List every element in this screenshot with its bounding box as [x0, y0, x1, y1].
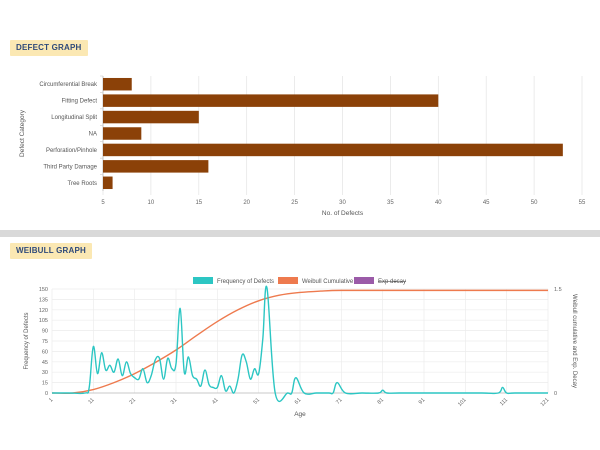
legend-item[interactable]: Exp decay [354, 277, 406, 285]
weibull-graph-title: WEIBULL GRAPH [10, 243, 93, 259]
x-tick-label: 11 [87, 397, 95, 405]
x-tick-label: 25 [291, 200, 298, 206]
x-tick-label: 101 [457, 397, 468, 408]
y-tick-label: 105 [39, 318, 48, 324]
category-label: Longitudinal Split [51, 115, 97, 121]
y-axis-title: Defect Category [19, 109, 26, 157]
chart-legend: Frequency of Defects Weibull Cumulative Ex… [193, 277, 406, 285]
bar [103, 176, 113, 190]
legend-label: Exp decay [378, 279, 406, 285]
defect-graph-title: DEFECT GRAPH [10, 40, 88, 56]
category-label: Fitting Defect [62, 99, 98, 105]
x-tick-label: 51 [253, 397, 262, 406]
legend-swatch [354, 277, 374, 284]
x-tick-label: 15 [195, 200, 202, 206]
category-label: Circumferential Break [39, 82, 98, 88]
x-tick-label: 35 [387, 200, 394, 206]
x-tick-label: 111 [499, 397, 509, 407]
x-tick-label: 121 [540, 397, 551, 408]
defect-bar-chart: 5 10 15 20 25 30 35 40 45 50 55 Circumferential Bre… [19, 75, 586, 217]
legend-item[interactable]: Weibull Cumulative [278, 277, 354, 285]
legend-item[interactable]: Frequency of Defects [193, 277, 274, 285]
y-tick-label: 15 [42, 381, 48, 387]
x-tick-label: 45 [483, 200, 490, 206]
x-tick-label: 30 [339, 200, 346, 206]
x-tick-label: 55 [579, 200, 586, 206]
category-label: NA [89, 132, 97, 138]
y-tick-label: 60 [42, 349, 48, 355]
x-tick-label: 5 [101, 200, 105, 206]
legend-label: Weibull Cumulative [302, 279, 354, 285]
x-tick-label: 31 [170, 397, 179, 406]
y-tick-label: 150 [39, 287, 48, 293]
y-tick-label: 90 [42, 329, 48, 335]
y-axis-title: Frequency of Defects [24, 312, 30, 369]
category-label: Perforation/Pinhole [46, 148, 98, 154]
bar [103, 94, 439, 107]
series-weibull-cumulative-line [51, 289, 548, 394]
bar [103, 143, 563, 157]
y-tick-label: 45 [42, 360, 48, 366]
x-tick-label: 50 [531, 200, 538, 206]
y-tick-label: 75 [42, 339, 48, 345]
y-tick-label: 0 [45, 391, 48, 397]
category-label: Tree Roots [68, 181, 97, 187]
legend-swatch [193, 277, 213, 284]
x-tick-label: 21 [129, 397, 138, 406]
bar [103, 110, 199, 124]
x-axis-title: Age [294, 411, 306, 418]
x-tick-label: 1 [48, 397, 54, 403]
y2-tick-label: 0 [554, 391, 557, 397]
category-label: Third Party Damage [43, 164, 97, 170]
y-tick-label: 120 [39, 308, 48, 314]
x-tick-label: 71 [335, 397, 344, 406]
y2-axis-title: Weibull cumulative and Exp. Decay [571, 294, 577, 388]
y2-tick-label: 1.5 [554, 287, 562, 293]
x-tick-label: 61 [294, 397, 303, 406]
section-divider [0, 230, 600, 237]
x-tick-label: 10 [148, 200, 155, 206]
bar [103, 127, 142, 140]
x-tick-label: 91 [418, 397, 427, 406]
bar [103, 77, 132, 91]
bar [103, 160, 209, 173]
y-tick-label: 135 [39, 297, 48, 303]
x-tick-label: 20 [243, 200, 250, 206]
series-frequency-line [52, 285, 548, 403]
legend-swatch [278, 277, 298, 284]
x-axis-title: No. of Defects [322, 210, 364, 217]
x-tick-label: 40 [435, 200, 442, 206]
x-tick-label: 81 [377, 397, 386, 406]
y-tick-label: 30 [42, 370, 48, 376]
x-tick-label: 41 [211, 397, 220, 406]
legend-label: Frequency of Defects [217, 279, 274, 285]
